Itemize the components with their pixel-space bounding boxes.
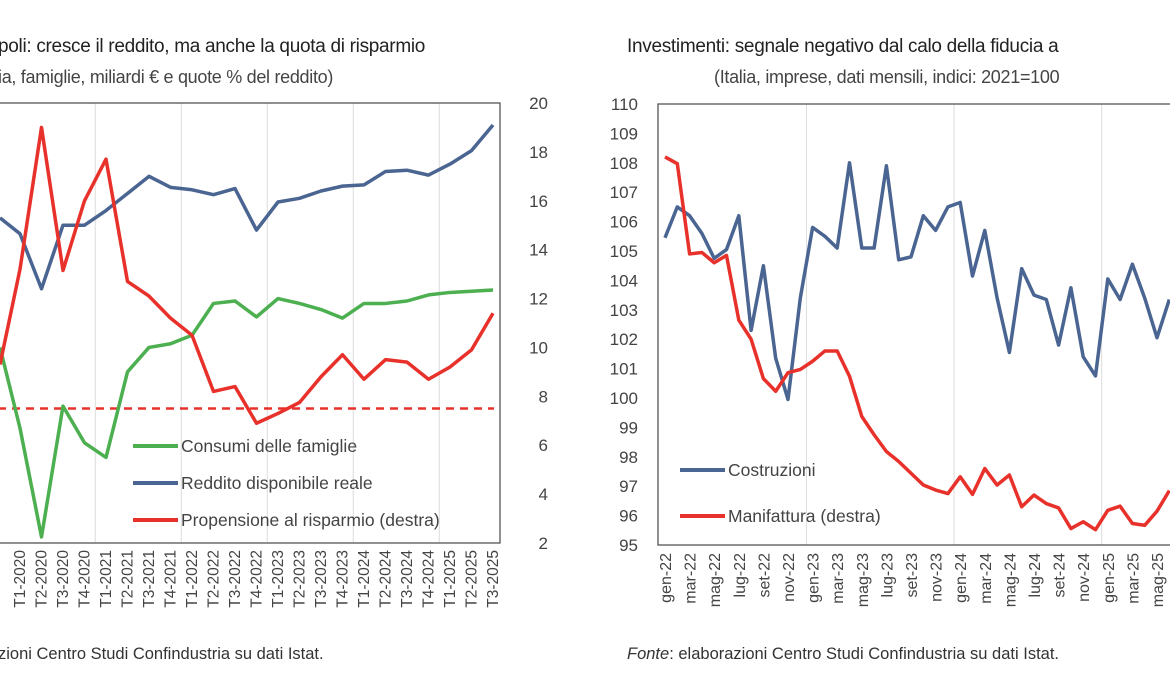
x-tick-label: T1-2023 xyxy=(270,550,287,608)
y-tick-label: 98 xyxy=(619,448,638,467)
x-tick-label: T2-2021 xyxy=(120,550,137,608)
legend-label: Reddito disponibile reale xyxy=(181,473,373,493)
x-tick-label: mar-22 xyxy=(683,553,700,604)
y-tick-label: 109 xyxy=(610,124,638,143)
x-tick-label: T3-2024 xyxy=(399,550,416,608)
x-tick-label: T3-2021 xyxy=(141,550,158,608)
x-tick-label: gen-23 xyxy=(806,553,823,603)
y-tick-label: 95 xyxy=(619,536,638,555)
x-tick-label: T1-2024 xyxy=(356,550,373,608)
x-tick-label: T2-2024 xyxy=(378,550,395,608)
y-tick-label: 110 xyxy=(611,95,638,114)
x-tick-label: T1-2022 xyxy=(184,550,201,608)
plot-border xyxy=(657,103,1170,546)
y-tick-label: 104 xyxy=(610,271,638,290)
y-tick-label: 99 xyxy=(619,418,638,437)
legend-label: Propensione al risparmio (destra) xyxy=(181,510,440,530)
x-tick-label: T1-2020 xyxy=(12,550,29,608)
y-tick-label: 106 xyxy=(610,213,638,232)
x-tick-label: lug-22 xyxy=(732,553,749,598)
x-tick-label: gen-24 xyxy=(953,553,970,603)
y2-tick-label: 6 xyxy=(539,436,548,455)
x-tick-label: T4-2024 xyxy=(421,550,438,608)
x-tick-label: mag-23 xyxy=(855,553,872,607)
x-tick-label: T3-2023 xyxy=(313,550,330,608)
x-tick-label: T2-2020 xyxy=(34,550,51,608)
x-tick-label: set-22 xyxy=(756,553,773,598)
x-tick-label: set-24 xyxy=(1052,553,1069,598)
right-chart-subtitle: (Italia, imprese, dati mensili, indici: … xyxy=(714,67,1060,87)
right-chart-title: Investimenti: segnale negativo dal calo … xyxy=(627,36,1059,57)
x-tick-label: nov-24 xyxy=(1076,553,1093,602)
x-tick-label: lug-24 xyxy=(1027,553,1044,598)
y2-tick-label: 4 xyxy=(539,485,548,504)
series-line-0 xyxy=(663,161,1170,402)
x-tick-label: set-23 xyxy=(904,553,921,598)
y-tick-label: 100 xyxy=(610,389,638,408)
x-tick-label: T3-2022 xyxy=(227,550,244,608)
y2-tick-label: 8 xyxy=(539,387,548,406)
y-tick-label: 101 xyxy=(610,360,638,379)
left-chart-title: poli: cresce il reddito, ma anche la quo… xyxy=(0,36,426,57)
y2-tick-label: 10 xyxy=(529,338,548,357)
legend-label: Manifattura (destra) xyxy=(728,506,881,526)
x-tick-label: gen-25 xyxy=(1101,553,1118,603)
y-tick-label: 96 xyxy=(619,507,638,526)
x-tick-label: T4-2020 xyxy=(77,550,94,608)
x-tick-label: lug-23 xyxy=(879,553,896,598)
y2-tick-label: 12 xyxy=(529,290,548,309)
source-text: : elaborazioni Centro Studi Confindustri… xyxy=(669,645,1059,663)
x-tick-label: T2-2023 xyxy=(292,550,309,608)
y-tick-label: 103 xyxy=(610,301,638,320)
y-tick-label: 105 xyxy=(610,242,638,261)
y-tick-label: 108 xyxy=(610,154,638,173)
right-chart-source: Fonte: elaborazioni Centro Studi Confind… xyxy=(627,645,1059,664)
y-tick-label: 97 xyxy=(619,477,638,496)
legend-label: Consumi delle famiglie xyxy=(181,436,357,456)
x-tick-label: T2-2025 xyxy=(464,550,481,608)
x-tick-label: gen-22 xyxy=(658,553,675,603)
x-tick-label: T4-2023 xyxy=(335,550,352,608)
x-tick-label: mag-22 xyxy=(707,553,724,607)
x-tick-label: mar-25 xyxy=(1125,553,1142,604)
right-chart: 95 96 97 98 99 100 101 102 103 104 105 106 107 108 109… xyxy=(610,95,1170,607)
y2-tick-label: 16 xyxy=(529,192,548,211)
y2-tick-label: 18 xyxy=(529,143,548,162)
y-tick-label: 107 xyxy=(610,183,638,202)
series-line-1 xyxy=(664,155,1170,532)
x-tick-label: mar-23 xyxy=(830,553,847,604)
x-tick-label: T4-2022 xyxy=(249,550,266,608)
y-tick-label: 102 xyxy=(610,330,638,349)
x-tick-label: T3-2020 xyxy=(55,550,72,608)
left-chart: 2 4 6 8 10 12 14 16 18 20 T1-2020 T2-2020 T3-2020 T4-… xyxy=(0,94,548,608)
x-tick-label: mar-24 xyxy=(978,553,995,604)
x-tick-label: T1-2025 xyxy=(442,550,459,608)
x-tick-label: nov-23 xyxy=(929,553,946,602)
series-line-1 xyxy=(0,123,495,291)
y2-tick-label: 2 xyxy=(539,534,548,553)
y2-tick-label: 14 xyxy=(529,241,548,260)
x-tick-label: T4-2021 xyxy=(163,550,180,608)
x-tick-label: T2-2022 xyxy=(206,550,223,608)
plot-border xyxy=(0,102,501,544)
legend-label: Costruzioni xyxy=(728,460,816,480)
source-label: Fonte xyxy=(627,645,670,663)
x-tick-label: T1-2021 xyxy=(98,550,115,608)
series-line-0 xyxy=(0,288,494,539)
x-tick-label: nov-22 xyxy=(781,553,798,602)
left-chart-subtitle: ia, famiglie, miliardi € e quote % del r… xyxy=(0,67,334,87)
x-tick-label: mag-25 xyxy=(1150,553,1167,607)
x-tick-label: mag-24 xyxy=(1002,553,1019,607)
series-line-2 xyxy=(0,125,495,425)
x-tick-label: T3-2025 xyxy=(485,550,502,608)
y2-tick-label: 20 xyxy=(529,94,548,113)
left-chart-source: zioni Centro Studi Confindustria su dati… xyxy=(0,645,324,663)
